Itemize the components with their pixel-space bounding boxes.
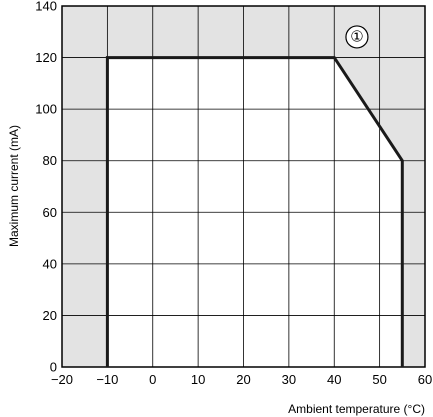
y-tick-labels: 0 20 40 60 80 100 120 140	[35, 0, 57, 375]
x-tick-label: −10	[96, 372, 118, 387]
max-current-line	[105, 56, 404, 367]
y-tick-label: 80	[43, 153, 57, 168]
x-tick-label: 10	[191, 372, 205, 387]
x-tick-label: −20	[51, 372, 73, 387]
annotation: ①	[345, 25, 369, 49]
x-tick-labels: −20 −10 0 10 20 30 40 50 60	[51, 372, 432, 387]
y-tick-label: 100	[35, 102, 57, 117]
annotation-circle	[345, 25, 369, 49]
x-tick-label: 40	[327, 372, 341, 387]
x-tick-label: 60	[418, 372, 432, 387]
x-tick-label: 0	[149, 372, 156, 387]
y-tick-label: 40	[43, 256, 57, 271]
y-tick-label: 120	[35, 50, 57, 65]
y-tick-label: 20	[43, 308, 57, 323]
y-axis-label: Maximum current (mA)	[7, 125, 21, 247]
x-tick-label: 30	[282, 372, 296, 387]
y-tick-label: 60	[43, 205, 57, 220]
plot-frame	[61, 5, 426, 368]
x-axis-label: Ambient temperature (°C)	[288, 402, 425, 416]
x-tick-label: 20	[236, 372, 250, 387]
annotation-label: ①	[350, 28, 363, 45]
x-tick-label: 50	[372, 372, 386, 387]
y-tick-label: 0	[50, 360, 57, 375]
y-tick-label: 140	[35, 0, 57, 14]
